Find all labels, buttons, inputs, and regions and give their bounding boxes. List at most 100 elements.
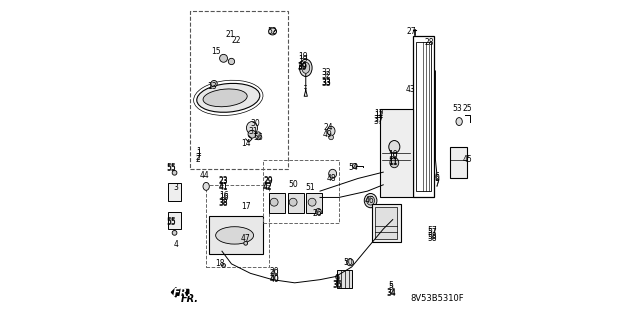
Text: 40: 40 (269, 275, 279, 284)
Text: 54: 54 (348, 163, 358, 172)
Text: 11: 11 (388, 157, 397, 166)
Bar (413, 36, 434, 197)
Text: 30: 30 (250, 119, 260, 128)
Text: 19: 19 (298, 56, 307, 64)
Text: 23: 23 (219, 177, 228, 186)
Text: 10: 10 (388, 150, 397, 159)
Text: 12: 12 (374, 111, 383, 120)
Text: 42: 42 (263, 182, 273, 191)
Ellipse shape (316, 209, 321, 215)
Text: 57: 57 (428, 228, 437, 237)
Text: 22: 22 (232, 36, 241, 45)
Text: 14: 14 (241, 139, 250, 148)
Text: 44: 44 (200, 171, 209, 180)
Text: 6: 6 (435, 174, 440, 183)
Text: 32: 32 (321, 71, 331, 80)
Ellipse shape (211, 80, 217, 87)
Ellipse shape (308, 198, 316, 206)
Ellipse shape (367, 196, 374, 205)
Text: 38: 38 (219, 199, 228, 208)
Bar (380, 109, 413, 197)
Text: 7: 7 (435, 180, 440, 189)
Text: 13: 13 (207, 82, 218, 91)
Text: 29: 29 (263, 175, 273, 185)
Text: 42: 42 (263, 183, 273, 192)
Text: 16: 16 (219, 191, 228, 200)
Text: 55: 55 (166, 217, 176, 226)
Text: 1: 1 (196, 147, 200, 156)
Ellipse shape (221, 263, 225, 267)
Text: 55: 55 (166, 163, 176, 172)
Text: 39: 39 (298, 63, 307, 72)
Text: 38: 38 (219, 198, 228, 207)
Text: FR.: FR. (181, 294, 199, 304)
Text: 41: 41 (219, 183, 228, 192)
Bar (289, 193, 304, 213)
Text: 49: 49 (323, 130, 333, 139)
Text: 19
39: 19 39 (298, 52, 307, 71)
Text: 58: 58 (428, 233, 437, 241)
Text: 56: 56 (253, 133, 263, 142)
Ellipse shape (220, 54, 227, 62)
Ellipse shape (216, 227, 253, 244)
Bar (263, 160, 339, 223)
Bar (375, 207, 397, 239)
Ellipse shape (456, 118, 462, 125)
Text: 28: 28 (424, 38, 434, 47)
Text: 46: 46 (364, 196, 374, 205)
Text: 5: 5 (388, 281, 394, 291)
Text: 50: 50 (344, 258, 353, 267)
Text: 11: 11 (388, 158, 397, 167)
Ellipse shape (172, 231, 177, 235)
Ellipse shape (329, 169, 337, 178)
Ellipse shape (270, 198, 278, 206)
Text: 51: 51 (306, 183, 316, 192)
Text: 43: 43 (405, 85, 415, 94)
Text: 55: 55 (166, 165, 175, 174)
Text: 34: 34 (387, 289, 396, 298)
Ellipse shape (196, 83, 260, 112)
Ellipse shape (329, 135, 333, 140)
Text: 32
33: 32 33 (321, 68, 331, 87)
Text: 33: 33 (321, 79, 331, 88)
Bar (306, 193, 321, 213)
Bar (337, 270, 351, 287)
Ellipse shape (289, 198, 297, 206)
Ellipse shape (203, 182, 209, 190)
Text: 4: 4 (173, 241, 179, 249)
Text: 36: 36 (333, 281, 342, 291)
Bar (450, 147, 467, 178)
Ellipse shape (246, 122, 257, 134)
Text: 9: 9 (335, 274, 340, 283)
Text: 16: 16 (219, 193, 228, 202)
Text: 40: 40 (269, 274, 279, 283)
Text: 12: 12 (374, 109, 383, 118)
Text: 24: 24 (323, 123, 333, 132)
Ellipse shape (203, 89, 247, 107)
Text: 6: 6 (435, 172, 440, 182)
Text: 5: 5 (388, 283, 394, 292)
Text: 39: 39 (298, 62, 307, 71)
Ellipse shape (269, 28, 276, 35)
Text: 9: 9 (335, 275, 340, 284)
Text: 53: 53 (452, 104, 463, 113)
Ellipse shape (172, 170, 177, 175)
Ellipse shape (347, 259, 353, 266)
Text: 50: 50 (288, 180, 298, 189)
Ellipse shape (300, 59, 312, 77)
Text: 57: 57 (428, 226, 437, 235)
Text: 41: 41 (219, 182, 228, 191)
Text: 52: 52 (268, 27, 277, 36)
Ellipse shape (388, 141, 400, 153)
Bar (209, 216, 263, 254)
Text: 47: 47 (241, 234, 251, 243)
Ellipse shape (327, 126, 335, 136)
Text: 48: 48 (326, 174, 336, 183)
Text: 55: 55 (166, 218, 175, 227)
Text: 7: 7 (435, 179, 440, 188)
Text: 20: 20 (269, 267, 279, 276)
Text: 3: 3 (173, 183, 179, 192)
Bar (269, 193, 285, 213)
Text: 45: 45 (462, 155, 472, 164)
Text: 23: 23 (219, 175, 228, 185)
